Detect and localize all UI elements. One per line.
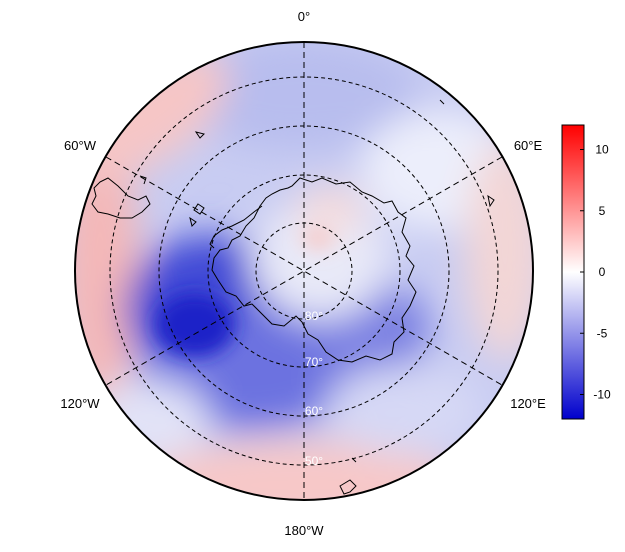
latitude-label-60: 60°: [305, 404, 323, 418]
latitude-label-80: 80°: [305, 309, 323, 323]
new-zealand-coastline: [339, 479, 357, 495]
longitude-label-60e: 60°E: [514, 138, 543, 153]
antarctica-coastline: [211, 177, 417, 363]
latitude-label-70: 70°: [305, 355, 323, 369]
colorbar-tick-label: -10: [593, 388, 611, 402]
meridian-60w-120e: [105, 156, 503, 386]
meridian-60e-120w: [105, 156, 503, 386]
colorbar: 10 5 0 -5 -10: [561, 124, 611, 420]
island-1-coastline: [193, 203, 205, 215]
island-3-coastline: [194, 131, 205, 139]
longitude-label-60w: 60°W: [64, 138, 97, 153]
anomaly-field: [75, 42, 533, 500]
south-america-tip-coastline: [139, 175, 147, 185]
longitude-label-0: 0°: [298, 9, 310, 24]
map-boundary: [74, 41, 534, 501]
meridians: [105, 42, 503, 500]
colorbar-tick-label: -5: [597, 326, 608, 340]
coastlines: [91, 99, 495, 495]
latitude-label-50: 50°: [305, 454, 323, 468]
island-5-coastline: [439, 99, 445, 105]
latitude-labels: 80° 70° 60° 50°: [305, 309, 323, 468]
longitude-label-180w: 180°W: [284, 523, 324, 538]
south-america-coastline: [91, 177, 151, 219]
island-2-coastline: [189, 216, 197, 227]
island-4-coastline: [351, 457, 357, 463]
colorbar-ticks: 10 5 0 -5 -10: [580, 143, 611, 402]
antarctic-peninsula-coastline: [209, 205, 263, 249]
colorbar-tick-label: 0: [599, 265, 606, 279]
longitude-labels: 0° 60°W 60°E 120°W 120°E 180°W: [60, 9, 546, 538]
colorbar-tick-label: 10: [595, 143, 609, 157]
colorbar-tick-label: 5: [599, 204, 606, 218]
longitude-label-120e: 120°E: [510, 396, 546, 411]
island-6-coastline: [487, 194, 495, 208]
longitude-label-120w: 120°W: [60, 396, 100, 411]
